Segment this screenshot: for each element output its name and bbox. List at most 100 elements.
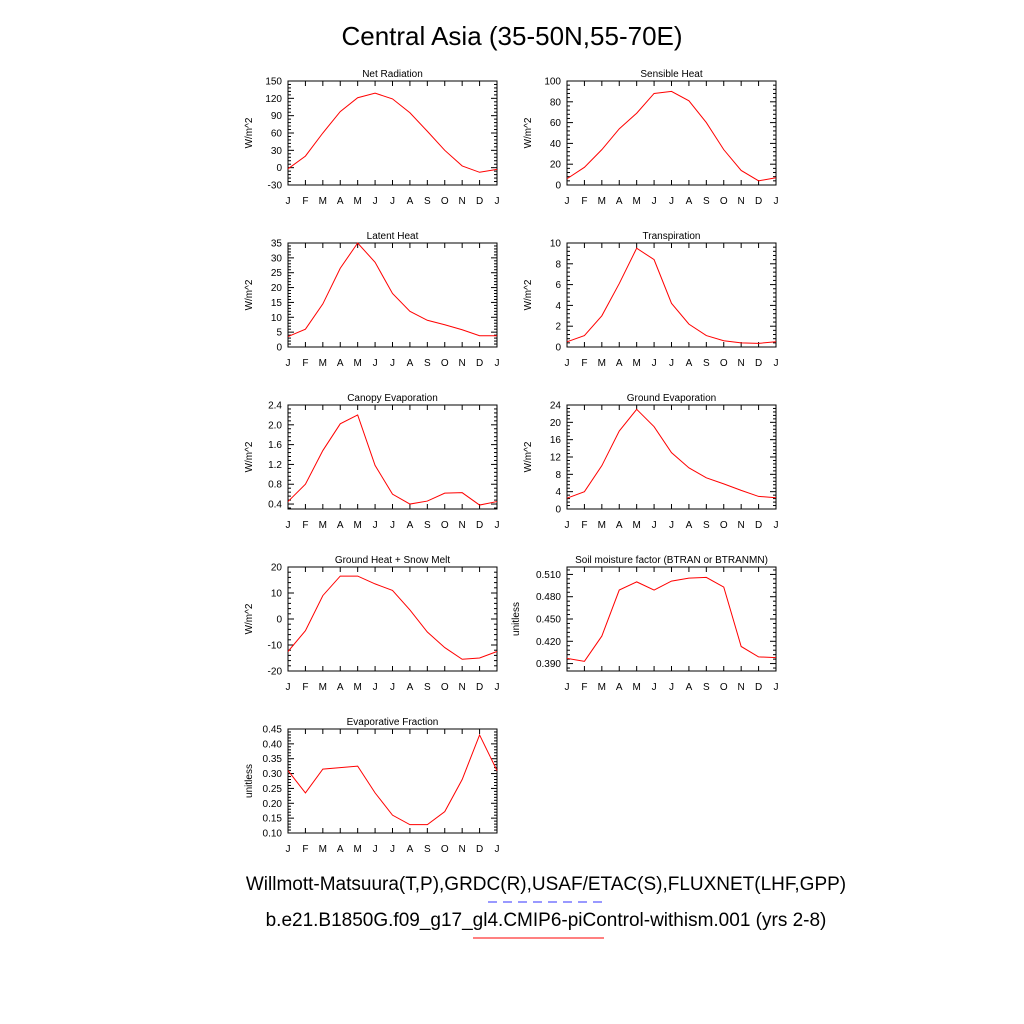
y-axis-label: W/m^2	[244, 117, 255, 148]
x-tick-label: O	[720, 520, 728, 531]
x-tick-label: O	[441, 682, 449, 693]
y-tick-label: 16	[550, 435, 562, 446]
series-line	[287, 575, 498, 660]
panel-title: Net Radiation	[362, 69, 423, 80]
x-tick-label: S	[424, 682, 431, 693]
x-tick-label: J	[669, 682, 674, 693]
panel-title: Canopy Evaporation	[347, 393, 438, 404]
y-tick-label: 20	[271, 283, 283, 294]
y-tick-label: 5	[276, 328, 282, 339]
y-tick-label: 0	[555, 181, 561, 192]
x-tick-label: M	[319, 682, 327, 693]
y-tick-label: 0.40	[263, 739, 283, 750]
x-tick-label: J	[565, 358, 570, 369]
y-tick-label: 40	[550, 139, 562, 150]
y-tick-label: 20	[550, 160, 562, 171]
x-tick-label: S	[703, 520, 710, 531]
x-tick-label: M	[598, 520, 606, 531]
y-tick-label: 30	[271, 253, 283, 264]
y-tick-label: 20	[550, 418, 562, 429]
x-tick-label: J	[774, 520, 779, 531]
y-tick-label: 150	[265, 77, 282, 88]
plot-frame	[287, 728, 498, 834]
y-tick-label: 10	[271, 589, 283, 600]
x-tick-label: J	[390, 682, 395, 693]
y-tick-label: 4	[555, 487, 561, 498]
panel-title: Ground Heat + Snow Melt	[335, 555, 451, 566]
x-tick-label: J	[774, 196, 779, 207]
y-tick-label: -30	[268, 181, 283, 192]
x-tick-label: F	[302, 196, 308, 207]
plot-frame	[566, 80, 777, 186]
x-tick-label: F	[302, 520, 308, 531]
y-axis-label: W/m^2	[244, 441, 255, 472]
y-tick-label: 0.510	[536, 570, 561, 581]
y-tick-label: 8	[555, 259, 561, 270]
x-tick-label: D	[755, 520, 762, 531]
x-tick-label: O	[441, 196, 449, 207]
x-tick-label: M	[353, 682, 361, 693]
y-tick-label: 60	[550, 118, 562, 129]
plot-frame	[566, 566, 777, 672]
x-tick-label: J	[390, 520, 395, 531]
x-tick-label: M	[632, 520, 640, 531]
x-tick-label: M	[632, 196, 640, 207]
panel-title: Sensible Heat	[640, 69, 702, 80]
y-tick-label: 2	[555, 322, 561, 333]
y-tick-label: 30	[271, 146, 283, 157]
x-tick-label: F	[581, 682, 587, 693]
series-line	[566, 576, 777, 662]
y-tick-label: 0.20	[263, 799, 283, 810]
x-tick-label: S	[703, 196, 710, 207]
y-axis-label: W/m^2	[523, 441, 534, 472]
y-tick-label: 1.2	[268, 460, 282, 471]
x-tick-label: J	[565, 520, 570, 531]
x-tick-label: F	[302, 682, 308, 693]
y-tick-label: 0	[276, 615, 282, 626]
x-tick-label: A	[337, 682, 344, 693]
x-tick-label: J	[373, 196, 378, 207]
x-tick-label: D	[476, 520, 483, 531]
x-tick-label: D	[476, 844, 483, 855]
x-tick-label: J	[373, 682, 378, 693]
x-tick-label: A	[337, 358, 344, 369]
plot-frame	[287, 80, 498, 186]
y-tick-label: 80	[550, 97, 562, 108]
x-tick-label: J	[652, 682, 657, 693]
x-tick-label: N	[738, 358, 745, 369]
x-tick-label: A	[337, 520, 344, 531]
y-axis-label: unitless	[511, 602, 522, 636]
x-tick-label: J	[286, 196, 291, 207]
x-tick-label: A	[337, 844, 344, 855]
x-tick-label: M	[598, 196, 606, 207]
x-tick-label: A	[686, 520, 693, 531]
x-tick-label: S	[424, 358, 431, 369]
y-tick-label: 25	[271, 268, 283, 279]
y-tick-label: 8	[555, 470, 561, 481]
y-tick-label: 0.15	[263, 814, 283, 825]
x-tick-label: A	[337, 196, 344, 207]
y-tick-label: 0.10	[263, 829, 283, 840]
x-tick-label: O	[441, 358, 449, 369]
x-tick-label: S	[424, 520, 431, 531]
x-tick-label: A	[407, 682, 414, 693]
x-tick-label: S	[703, 682, 710, 693]
y-tick-label: 0.45	[263, 725, 283, 736]
x-tick-label: F	[581, 196, 587, 207]
plot-frame	[566, 242, 777, 348]
y-axis-label: W/m^2	[523, 117, 534, 148]
x-tick-label: J	[390, 358, 395, 369]
x-tick-label: O	[720, 358, 728, 369]
x-tick-label: N	[459, 844, 466, 855]
x-tick-label: M	[353, 358, 361, 369]
y-axis-label: W/m^2	[244, 603, 255, 634]
panel-8: Soil moisture factor (BTRAN or BTRANMN) J…	[511, 555, 779, 693]
x-tick-label: M	[319, 358, 327, 369]
